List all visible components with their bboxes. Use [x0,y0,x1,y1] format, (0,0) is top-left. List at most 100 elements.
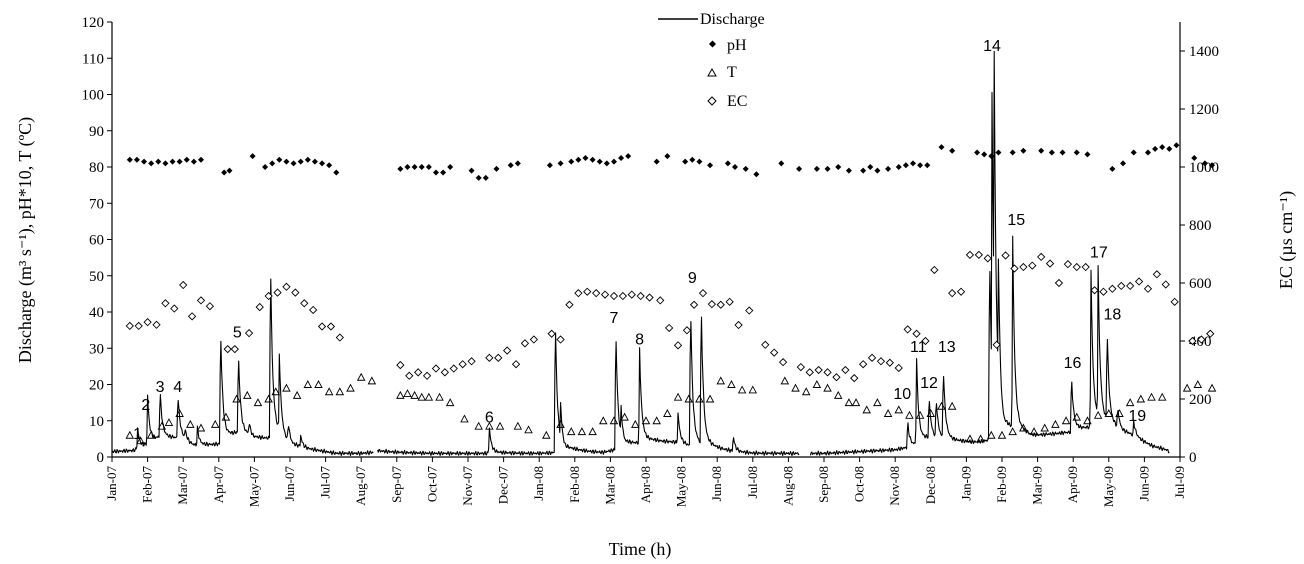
t-point [695,394,704,403]
ec-point [187,312,197,321]
t-point [424,392,434,401]
ph-point [707,162,714,169]
x-tick-label: Nov-07 [460,466,475,506]
ph-point [557,160,564,167]
x-tick-label: Jul-08 [745,466,760,499]
t-point [1008,427,1017,436]
ph-point [874,167,881,174]
ec-point [1081,262,1090,272]
ph-point [176,158,183,165]
event-label-6: 6 [485,410,494,427]
ec-point [600,290,610,299]
ph-point [824,165,831,172]
legend-ec-marker [707,96,717,106]
ec-point [161,299,170,308]
ph-point [1152,145,1159,152]
t-point [136,436,145,445]
ec-point [627,290,636,299]
t-point [1136,394,1146,403]
plot-area [111,50,1217,457]
t-point [727,380,736,388]
ph-point [732,164,738,170]
t-point [1051,419,1060,428]
ec-point [832,373,841,382]
ph-point [938,144,945,151]
ph-point [198,156,204,163]
ph-point [696,158,703,165]
ec-point [1170,297,1179,306]
ec-point [396,360,405,370]
t-point [987,430,996,439]
ec-point [745,306,754,315]
t-point [1182,383,1192,392]
ec-point [431,364,441,373]
ph-point [610,158,617,165]
y-left-tick-label: 10 [89,414,104,430]
ec-point [921,336,930,346]
ph-point [981,151,988,158]
x-tick-label: Feb-08 [567,466,582,503]
ph-point [326,162,333,169]
ec-point [485,353,494,362]
x-tick-label: Oct-08 [852,466,867,502]
t-point [1207,383,1217,392]
ph-point [276,156,283,163]
t-point [577,427,587,436]
ph-point [995,149,1002,156]
t-point [513,421,523,430]
ec-point [698,289,708,298]
y-left-tick-label: 120 [82,15,105,31]
event-label-10: 10 [893,386,911,403]
t-point [542,430,551,439]
ph-point [1073,149,1080,156]
ph-point [155,158,162,165]
ec-point [716,300,725,309]
ph-point [1109,165,1116,172]
ph-point [1159,144,1166,151]
ec-point [673,341,683,350]
t-point [780,376,790,385]
ec-point [529,335,538,344]
ph-point [475,174,482,181]
ec-point [1206,329,1215,338]
ph-point [304,156,311,163]
ec-point [223,344,232,354]
ec-point [125,321,134,331]
ph-point [1020,147,1027,154]
ph-point [333,169,340,176]
ph-point [902,162,909,169]
ec-point [1188,336,1197,346]
ph-point [653,158,660,165]
t-point [609,416,619,425]
ph-point [1166,145,1173,152]
ph-point [249,153,256,160]
t-point [232,394,241,403]
ec-point [520,339,530,348]
t-point [1115,409,1124,417]
ph-point [546,162,553,169]
ph-point [447,164,454,170]
ph-point [1084,151,1091,158]
t-point [1072,412,1082,421]
event-label-4: 4 [173,379,182,396]
ph-point [596,158,603,165]
ec-point [948,289,957,298]
t-point [186,419,195,428]
ec-point [244,329,254,338]
ec-point [1019,262,1028,272]
ec-point [300,299,309,308]
ec-point [1063,260,1072,269]
t-point [556,419,565,428]
y-left-tick-label: 110 [82,51,104,67]
ph-point [126,156,133,163]
ph-point [432,169,439,176]
t-point [737,385,747,394]
ph-point [319,160,326,167]
ec-point [814,365,823,375]
t-point [485,421,494,430]
t-point [566,427,576,436]
ec-point [494,353,503,362]
t-point [164,418,174,427]
t-point [403,389,412,398]
t-point [1061,416,1071,425]
